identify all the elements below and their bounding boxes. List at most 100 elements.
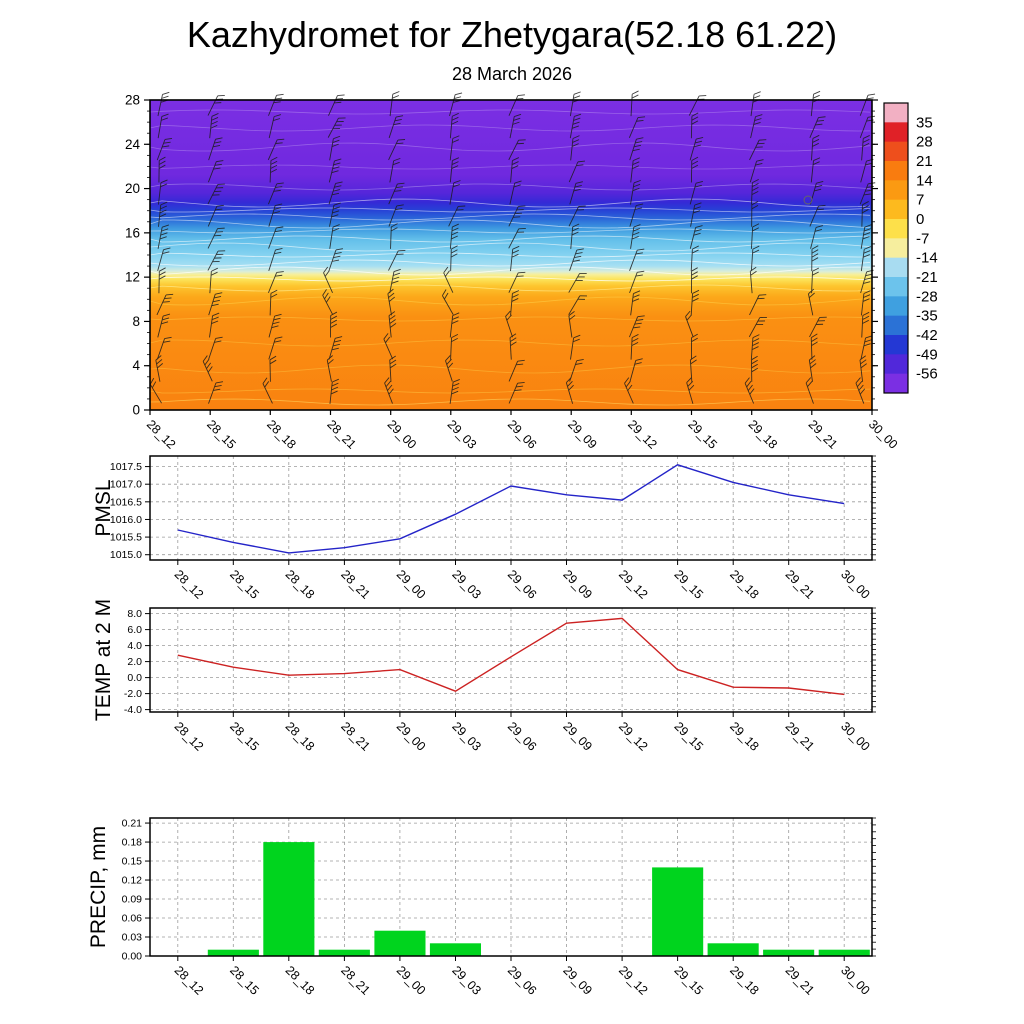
svg-text:14: 14 (916, 172, 933, 189)
svg-text:0.09: 0.09 (122, 894, 143, 906)
svg-text:28_21: 28_21 (338, 719, 373, 754)
svg-text:7: 7 (916, 192, 924, 209)
svg-text:29_00: 29_00 (394, 719, 429, 754)
svg-text:29_18: 29_18 (746, 417, 781, 452)
svg-text:28_15: 28_15 (204, 417, 239, 452)
profile-axes: 0 4 8 12 16 20 24 28 (125, 93, 878, 418)
svg-text:29_09: 29_09 (565, 417, 600, 452)
svg-text:29_21: 29_21 (783, 719, 818, 754)
svg-text:29_21: 29_21 (806, 417, 841, 452)
pmsl-chart-line (177, 464, 845, 554)
svg-text:28_15: 28_15 (227, 963, 262, 998)
svg-text:29_00: 29_00 (394, 963, 429, 998)
svg-text:28_18: 28_18 (264, 417, 299, 452)
svg-text:28: 28 (916, 134, 933, 151)
svg-text:28_18: 28_18 (283, 963, 318, 998)
svg-text:29_15: 29_15 (671, 963, 706, 998)
svg-text:29_06: 29_06 (505, 567, 540, 602)
svg-text:28: 28 (125, 93, 140, 108)
svg-text:0.00: 0.00 (122, 951, 143, 963)
svg-text:0.15: 0.15 (122, 856, 143, 868)
svg-text:-28: -28 (916, 288, 938, 305)
svg-text:29_15: 29_15 (685, 417, 720, 452)
svg-text:28_15: 28_15 (227, 567, 262, 602)
svg-text:-4.0: -4.0 (124, 704, 142, 716)
svg-text:30_00: 30_00 (866, 417, 901, 452)
svg-text:28_12: 28_12 (172, 963, 207, 998)
svg-text:1015.5: 1015.5 (110, 532, 142, 544)
svg-text:-14: -14 (916, 250, 938, 267)
svg-text:8: 8 (132, 314, 140, 329)
svg-text:30_00: 30_00 (838, 719, 873, 754)
svg-text:29_12: 29_12 (616, 963, 651, 998)
svg-text:29_09: 29_09 (560, 567, 595, 602)
svg-text:29_06: 29_06 (505, 417, 540, 452)
svg-text:29_03: 29_03 (445, 417, 480, 452)
svg-text:28_21: 28_21 (338, 567, 373, 602)
svg-text:0.03: 0.03 (122, 932, 143, 944)
svg-text:29_12: 29_12 (616, 719, 651, 754)
svg-text:28_18: 28_18 (283, 567, 318, 602)
svg-text:6.0: 6.0 (127, 624, 142, 636)
svg-text:28_12: 28_12 (172, 719, 207, 754)
svg-text:-42: -42 (916, 327, 938, 344)
svg-text:0.21: 0.21 (122, 818, 143, 830)
svg-text:29_03: 29_03 (449, 719, 484, 754)
x-axis-labels: 28_12 28_15 28_18 28_21 29_00 29_03 29_06 29_09… (172, 719, 873, 754)
svg-text:20: 20 (125, 181, 140, 196)
svg-text:29_00: 29_00 (385, 417, 420, 452)
svg-text:21: 21 (916, 153, 933, 170)
svg-text:28_21: 28_21 (338, 963, 373, 998)
svg-text:0.12: 0.12 (122, 875, 143, 887)
svg-text:-56: -56 (916, 366, 938, 383)
svg-text:4.0: 4.0 (127, 640, 142, 652)
svg-text:29_12: 29_12 (616, 567, 651, 602)
svg-text:12: 12 (125, 270, 140, 285)
svg-text:16: 16 (125, 225, 140, 240)
svg-text:0.18: 0.18 (122, 837, 143, 849)
svg-text:1017.0: 1017.0 (110, 479, 142, 491)
svg-text:8.0: 8.0 (127, 608, 142, 620)
svg-text:29_18: 29_18 (727, 567, 762, 602)
profile-chart: 0 4 8 12 16 20 24 28 28_12 28_15 28_18 28_21 29_00 29… (125, 90, 901, 452)
svg-text:2.0: 2.0 (127, 656, 142, 668)
svg-text:0.0: 0.0 (127, 672, 142, 684)
grid-lines (150, 818, 872, 957)
grid-lines (150, 456, 872, 560)
svg-text:0.06: 0.06 (122, 913, 143, 925)
precip-chart-bars (207, 842, 870, 956)
svg-text:28_12: 28_12 (172, 567, 207, 602)
wind-barbs (149, 90, 876, 404)
svg-text:30_00: 30_00 (838, 963, 873, 998)
svg-text:29_09: 29_09 (560, 963, 595, 998)
svg-text:29_06: 29_06 (505, 963, 540, 998)
date-subtitle: 28 March 2026 (451, 64, 573, 84)
svg-text:4: 4 (132, 358, 140, 373)
svg-text:29_18: 29_18 (727, 963, 762, 998)
page-title: Kazhydromet for Zhetygara(52.18 61.22) (186, 14, 838, 55)
svg-text:28_12: 28_12 (144, 417, 179, 452)
svg-text:29_21: 29_21 (783, 963, 818, 998)
temp-chart: 8.06.04.02.00.0-2.0-4.028_12 28_15 28_18 28… (124, 607, 876, 754)
grid-lines (150, 608, 872, 712)
svg-text:-49: -49 (916, 346, 938, 363)
svg-text:29_18: 29_18 (727, 719, 762, 754)
svg-text:28_21: 28_21 (324, 417, 359, 452)
x-axis-labels: 28_12 28_15 28_18 28_21 29_00 29_03 29_06 29_09… (172, 963, 873, 998)
temp-chart-line (177, 617, 845, 696)
svg-text:-35: -35 (916, 308, 938, 325)
svg-text:-21: -21 (916, 269, 938, 286)
colorbar: 35 28 21 14 7 0 -7 -14 -21 -28 -35 -42 -49 -56 (883, 102, 938, 394)
profile-marker (803, 195, 813, 205)
svg-text:-7: -7 (916, 230, 929, 247)
svg-text:1017.5: 1017.5 (110, 461, 142, 473)
svg-text:1015.0: 1015.0 (110, 549, 142, 561)
svg-text:0: 0 (916, 211, 924, 228)
svg-text:0: 0 (132, 403, 140, 418)
svg-text:29_12: 29_12 (625, 417, 660, 452)
svg-text:29_15: 29_15 (671, 719, 706, 754)
contour-lines (149, 109, 871, 406)
svg-text:29_03: 29_03 (449, 963, 484, 998)
svg-text:35: 35 (916, 114, 933, 131)
